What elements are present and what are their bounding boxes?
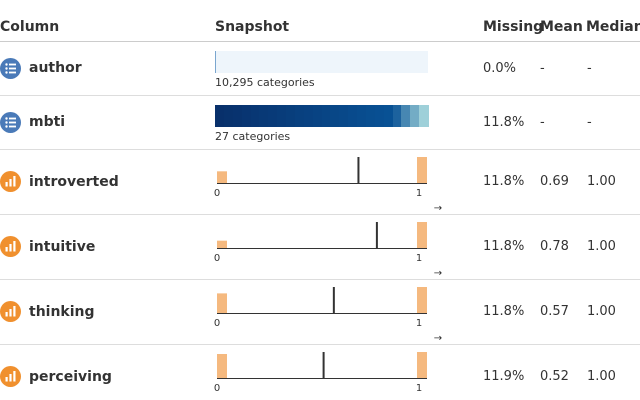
tick-label-min: 0 (214, 253, 220, 264)
category-count-label: 10,295 categories (215, 76, 315, 89)
histogram-bar (217, 240, 227, 248)
mean-value: 0.52 (540, 369, 569, 384)
category-segment (223, 105, 234, 127)
category-segment (303, 105, 314, 127)
category-segment (277, 105, 287, 127)
bar-chart-icon (0, 171, 21, 192)
missing-value: 11.8% (483, 239, 525, 254)
median-value: 1.00 (587, 239, 616, 254)
category-segment (419, 105, 429, 127)
bar-chart-icon (0, 301, 21, 322)
tick-label-max: 1 (416, 318, 422, 329)
median-value: - (587, 115, 592, 130)
column-name: thinking (29, 304, 95, 320)
tick-label-min: 0 (214, 383, 220, 394)
histogram-bar (417, 157, 427, 183)
histogram-bar (217, 171, 227, 183)
histogram-snapshot: 0 1 → (214, 352, 442, 400)
category-segment (383, 105, 393, 127)
column-name: mbti (29, 114, 66, 130)
mean-value: - (540, 61, 545, 76)
category-segment (215, 51, 216, 73)
category-segment (215, 105, 225, 127)
table-row[interactable]: thinking 0 1 → 11.8% 0.57 1.00 (0, 280, 640, 345)
arrow-icon: → (434, 268, 442, 279)
arrow-icon: → (434, 333, 442, 344)
table-row[interactable]: author 10,295 categories 0.0% - - (0, 42, 640, 96)
category-snapshot-bar (215, 51, 428, 73)
column-name: intuitive (29, 239, 96, 255)
column-name: author (29, 60, 82, 76)
category-segment (392, 105, 402, 127)
table-row[interactable]: intuitive 0 1 → 11.8% 0.78 1.00 (0, 215, 640, 280)
category-segment (401, 105, 411, 127)
histogram-bar (217, 354, 227, 378)
tick-label-min: 0 (214, 318, 220, 329)
missing-value: 11.8% (483, 115, 525, 130)
table-row[interactable]: perceiving 0 1 → 11.9% 0.52 1.00 (0, 345, 640, 400)
category-segment (286, 105, 296, 127)
category-segment (339, 105, 349, 127)
category-segment (268, 105, 278, 127)
mean-value: 0.69 (540, 174, 569, 189)
category-segment (374, 105, 385, 127)
bar-chart-icon (0, 236, 21, 257)
histogram-snapshot: 0 1 → (214, 222, 442, 279)
column-name: introverted (29, 174, 119, 190)
arrow-icon: → (434, 398, 442, 400)
category-segment (259, 105, 269, 127)
missing-value: 11.8% (483, 304, 525, 319)
median-value: 1.00 (587, 174, 616, 189)
median-value: 1.00 (587, 369, 616, 384)
column-name: perceiving (29, 369, 112, 385)
histogram-snapshot: 0 1 → (214, 157, 442, 214)
category-count-label: 27 categories (215, 130, 291, 143)
category-segment (365, 105, 376, 127)
table-header: Column Snapshot Missing Mean Median (0, 0, 640, 42)
missing-value: 11.8% (483, 174, 525, 189)
category-segment (294, 105, 305, 127)
histogram-bar (417, 287, 427, 313)
table-row[interactable]: introverted 0 1 → 11.8% 0.69 1.00 (0, 150, 640, 215)
median-header[interactable]: Median (586, 19, 640, 35)
arrow-icon: → (434, 203, 442, 214)
list-icon (0, 112, 21, 133)
median-value: 1.00 (587, 304, 616, 319)
category-segment (357, 105, 367, 127)
mean-header[interactable]: Mean (540, 19, 583, 35)
table-row[interactable]: mbti 27 categories 11.8% - - (0, 96, 640, 150)
category-segment (348, 105, 358, 127)
snapshot-header[interactable]: Snapshot (215, 19, 290, 35)
missing-value: 0.0% (483, 61, 517, 76)
category-snapshot-bar (215, 105, 429, 127)
category-segment (250, 105, 260, 127)
category-segment (410, 105, 420, 127)
tick-label-max: 1 (416, 253, 422, 264)
bar-chart-icon (0, 366, 21, 387)
mean-value: 0.57 (540, 304, 569, 319)
list-icon (0, 58, 21, 79)
mean-value: - (540, 115, 545, 130)
missing-header[interactable]: Missing (483, 19, 544, 35)
category-segment (241, 105, 251, 127)
median-value: - (587, 61, 592, 76)
tick-label-max: 1 (416, 188, 422, 199)
tick-label-max: 1 (416, 383, 422, 394)
missing-value: 11.9% (483, 369, 525, 384)
category-segment (330, 105, 340, 127)
histogram-bar (417, 352, 427, 378)
category-segment (232, 105, 243, 127)
category-segment (312, 105, 322, 127)
column-header[interactable]: Column (0, 19, 60, 35)
mean-value: 0.78 (540, 239, 569, 254)
category-segment (321, 105, 331, 127)
histogram-bar (217, 293, 227, 313)
tick-label-min: 0 (214, 188, 220, 199)
histogram-snapshot: 0 1 → (214, 287, 442, 344)
histogram-bar (417, 222, 427, 248)
